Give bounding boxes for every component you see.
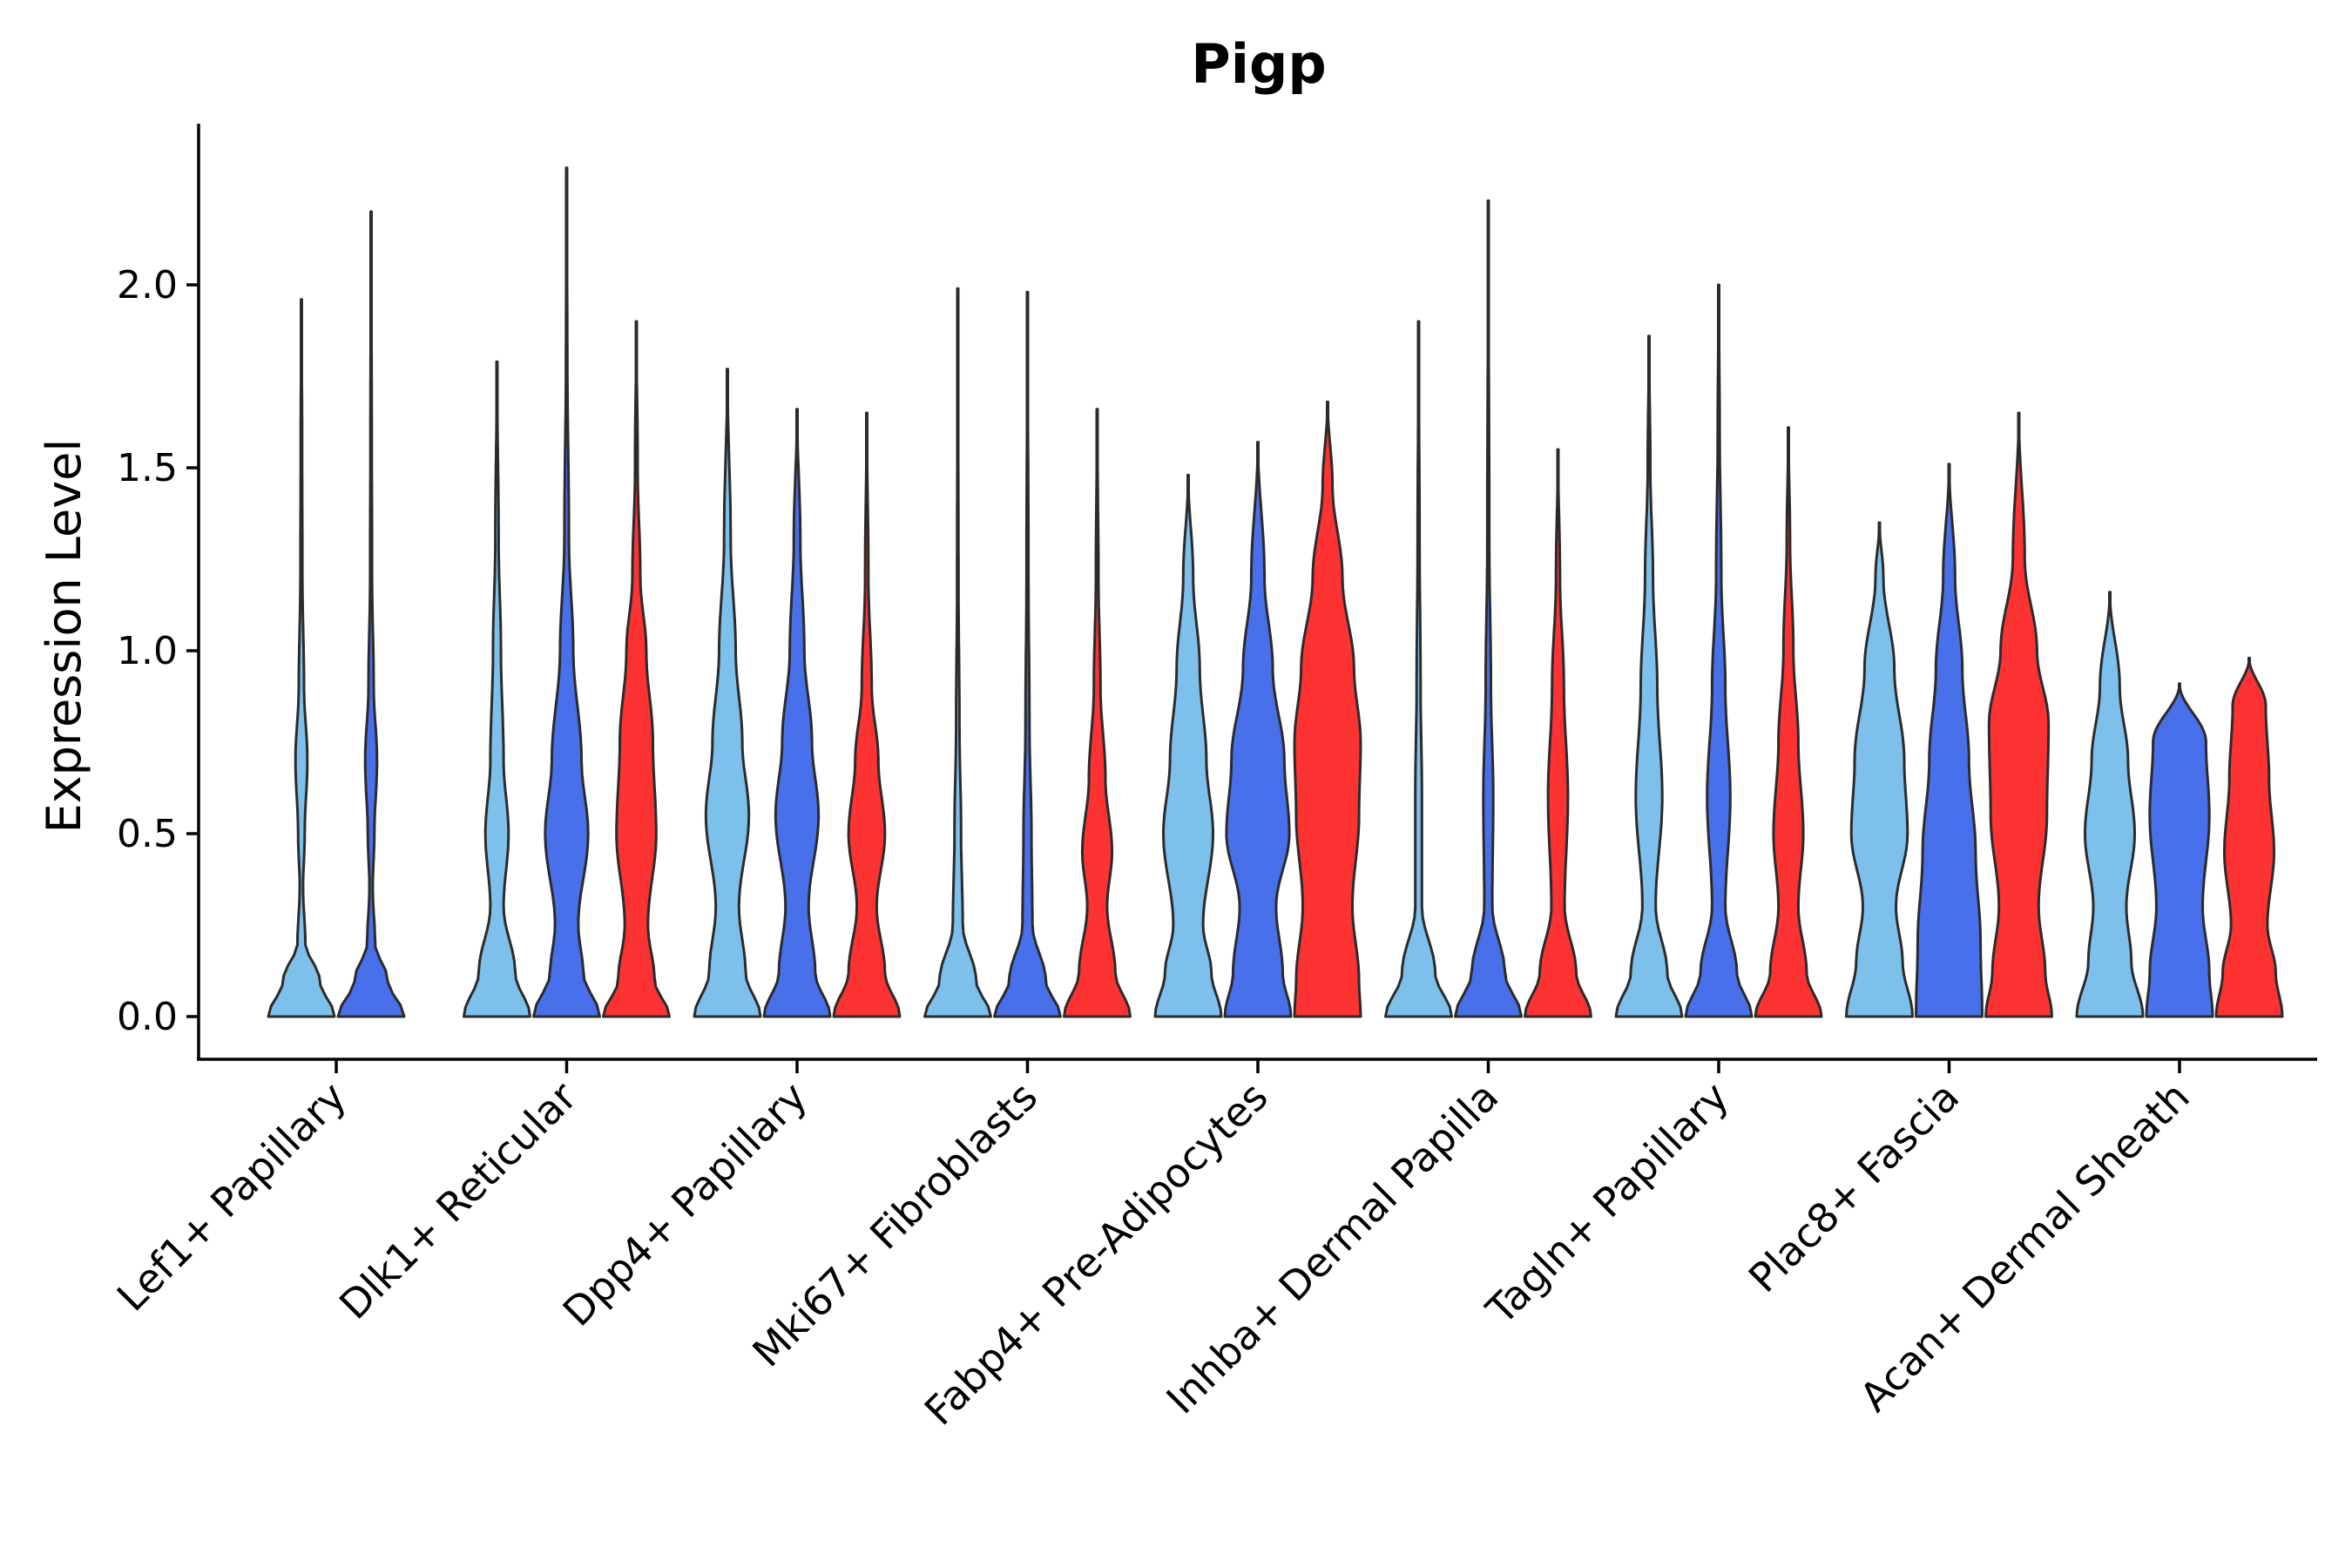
violin-light-blue bbox=[267, 298, 336, 1018]
y-tick-label: 1.5 bbox=[117, 446, 178, 490]
y-tick-label: 0.0 bbox=[117, 995, 178, 1039]
violin-blue bbox=[762, 408, 832, 1018]
violin-layer bbox=[267, 166, 2284, 1018]
violin-red bbox=[1754, 426, 1823, 1018]
violin-red bbox=[1524, 448, 1592, 1018]
violin-light-blue bbox=[1384, 320, 1453, 1018]
y-tick-label: 2.0 bbox=[117, 263, 178, 308]
violin-red bbox=[602, 320, 671, 1018]
chart-title: Pigp bbox=[1191, 32, 1326, 96]
x-tick-label: Dpp4+ Papillary bbox=[554, 1073, 816, 1335]
violin-light-blue bbox=[2075, 591, 2145, 1018]
violin-red bbox=[1984, 411, 2053, 1018]
violin-light-blue bbox=[463, 360, 531, 1018]
violin-blue bbox=[1915, 463, 1984, 1018]
y-tick-label: 0.5 bbox=[117, 812, 178, 856]
violin-blue bbox=[1454, 199, 1523, 1018]
x-tick-label: Lef1+ Papillary bbox=[108, 1073, 355, 1321]
violin-blue bbox=[2145, 682, 2214, 1018]
violin-light-blue bbox=[923, 287, 992, 1018]
violin-blue bbox=[1223, 441, 1293, 1018]
violin-light-blue bbox=[1614, 335, 1684, 1018]
violin-blue bbox=[336, 210, 406, 1018]
violin-light-blue bbox=[1153, 473, 1223, 1018]
y-ticks: 0.0 0.5 1.0 1.5 2.0 bbox=[117, 263, 199, 1039]
y-axis-label: Expression Level bbox=[37, 439, 91, 834]
violin-blue bbox=[1684, 283, 1754, 1018]
violin-blue bbox=[993, 290, 1062, 1018]
x-tick-label: Tagln+ Papillary bbox=[1477, 1073, 1738, 1335]
x-tick-label: Plac8+ Fascia bbox=[1740, 1073, 1968, 1301]
violin-blue bbox=[532, 166, 601, 1018]
violin-red bbox=[1293, 400, 1362, 1018]
violin-red bbox=[2214, 656, 2284, 1018]
y-tick-label: 1.0 bbox=[117, 629, 178, 673]
violin-red bbox=[832, 411, 902, 1018]
violin-red bbox=[1063, 408, 1132, 1018]
violin-light-blue bbox=[1845, 521, 1914, 1018]
violin-light-blue bbox=[693, 368, 762, 1018]
x-tick-label: Dlk1+ Reticular bbox=[330, 1073, 585, 1328]
